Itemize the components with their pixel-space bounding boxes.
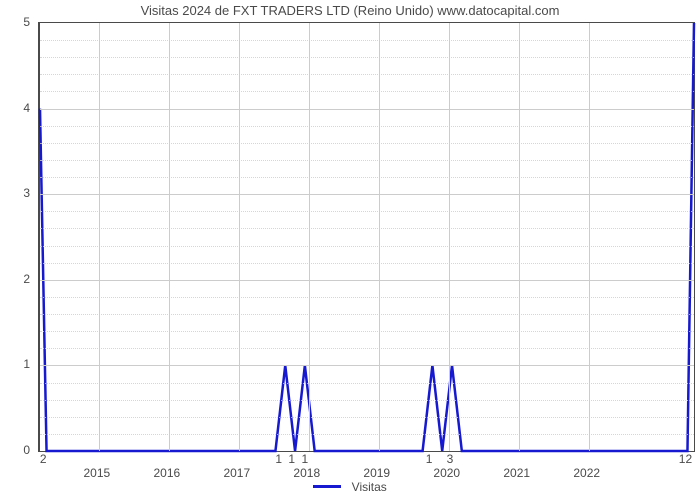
gridline-v <box>449 23 450 451</box>
data-point-label: 1 <box>288 452 295 466</box>
chart-title-text: Visitas 2024 de FXT TRADERS LTD (Reino U… <box>141 3 560 18</box>
chart-container: Visitas 2024 de FXT TRADERS LTD (Reino U… <box>0 0 700 500</box>
gridline-h <box>40 365 694 366</box>
gridline-v <box>519 23 520 451</box>
minor-gridline-h <box>40 74 694 75</box>
minor-gridline-h <box>40 383 694 384</box>
minor-gridline-h <box>40 228 694 229</box>
y-tick-label: 3 <box>0 186 30 200</box>
gridline-v <box>169 23 170 451</box>
legend-label: Visitas <box>352 480 387 494</box>
gridline-h <box>40 109 694 110</box>
y-tick-label: 1 <box>0 357 30 371</box>
x-tick-label: 2015 <box>84 466 111 480</box>
gridline-v <box>589 23 590 451</box>
minor-gridline-h <box>40 297 694 298</box>
gridline-v <box>309 23 310 451</box>
x-tick-label: 2017 <box>223 466 250 480</box>
data-point-label: 12 <box>679 452 692 466</box>
minor-gridline-h <box>40 314 694 315</box>
gridline-h <box>40 280 694 281</box>
gridline-v <box>99 23 100 451</box>
minor-gridline-h <box>40 400 694 401</box>
minor-gridline-h <box>40 211 694 212</box>
minor-gridline-h <box>40 246 694 247</box>
data-point-label: 1 <box>426 452 433 466</box>
gridline-h <box>40 194 694 195</box>
minor-gridline-h <box>40 417 694 418</box>
minor-gridline-h <box>40 331 694 332</box>
y-tick-label: 4 <box>0 101 30 115</box>
minor-gridline-h <box>40 160 694 161</box>
chart-title: Visitas 2024 de FXT TRADERS LTD (Reino U… <box>0 2 700 20</box>
minor-gridline-h <box>40 263 694 264</box>
data-point-label: 1 <box>301 452 308 466</box>
gridline-v <box>379 23 380 451</box>
data-point-label: 2 <box>40 452 47 466</box>
x-tick-label: 2016 <box>153 466 180 480</box>
line-series <box>40 23 694 451</box>
data-point-label: 3 <box>447 452 454 466</box>
minor-gridline-h <box>40 434 694 435</box>
x-tick-label: 2019 <box>363 466 390 480</box>
minor-gridline-h <box>40 57 694 58</box>
plot-area <box>38 22 695 452</box>
minor-gridline-h <box>40 348 694 349</box>
legend-swatch <box>313 485 341 488</box>
minor-gridline-h <box>40 143 694 144</box>
minor-gridline-h <box>40 40 694 41</box>
x-tick-label: 2020 <box>433 466 460 480</box>
legend: Visitas <box>0 478 700 496</box>
y-tick-label: 0 <box>0 443 30 457</box>
y-tick-label: 2 <box>0 272 30 286</box>
y-tick-label: 5 <box>0 15 30 29</box>
gridline-v <box>239 23 240 451</box>
minor-gridline-h <box>40 91 694 92</box>
x-tick-label: 2022 <box>573 466 600 480</box>
x-tick-label: 2018 <box>293 466 320 480</box>
x-tick-label: 2021 <box>503 466 530 480</box>
minor-gridline-h <box>40 177 694 178</box>
minor-gridline-h <box>40 126 694 127</box>
data-point-label: 1 <box>275 452 282 466</box>
